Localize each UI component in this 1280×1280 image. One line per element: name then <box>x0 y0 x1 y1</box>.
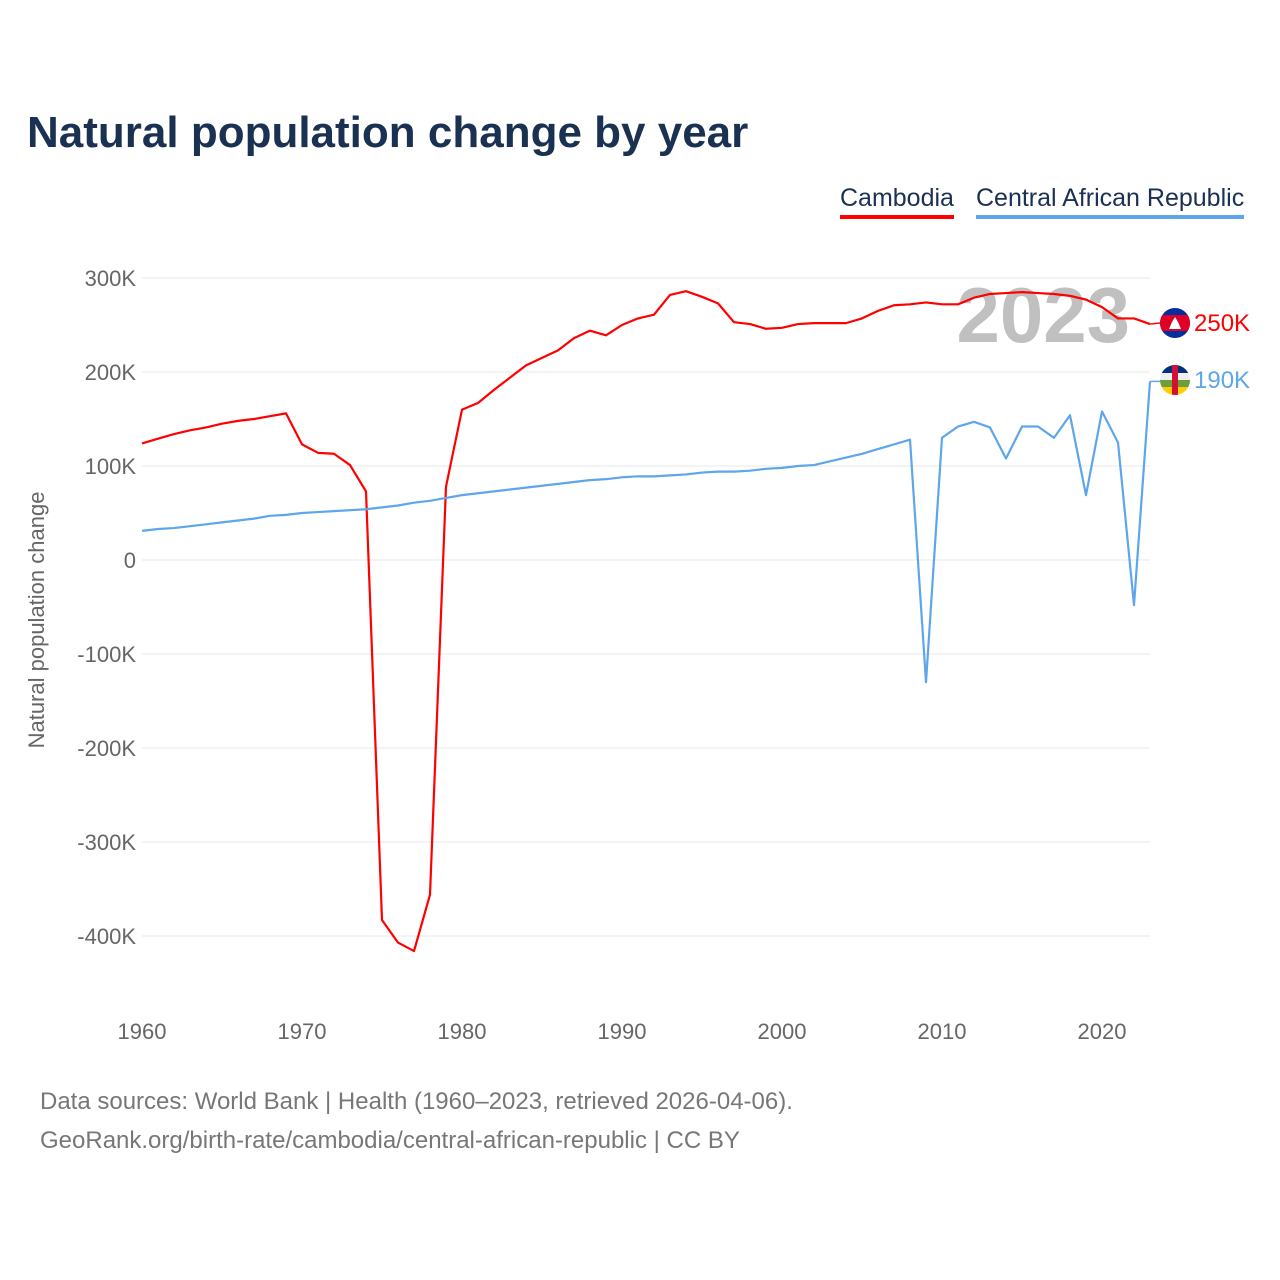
x-tick-label: 1970 <box>278 1019 327 1044</box>
year-watermark: 2023 <box>956 271 1130 359</box>
source-line-2[interactable]: GeoRank.org/birth-rate/cambodia/central-… <box>40 1127 740 1154</box>
y-tick-label: 100K <box>85 454 137 479</box>
y-axis-label: Natural population change <box>24 492 49 749</box>
y-tick-label: -200K <box>77 736 136 761</box>
source-line-1: Data sources: World Bank | Health (1960–… <box>40 1088 793 1115</box>
y-tick-label: 300K <box>85 266 137 291</box>
x-tick-label: 2000 <box>758 1019 807 1044</box>
chart-title: Natural population change by year <box>27 108 749 157</box>
x-tick-label: 2010 <box>918 1019 967 1044</box>
y-tick-label: -100K <box>77 642 136 667</box>
x-tick-label: 1980 <box>438 1019 487 1044</box>
car-end-label: 190K <box>1194 367 1250 394</box>
y-tick-label: 200K <box>85 360 137 385</box>
x-tick-label: 1990 <box>598 1019 647 1044</box>
cambodia-end-label: 250K <box>1194 310 1250 337</box>
central-african-republic-flag-icon <box>1160 365 1190 395</box>
x-tick-label: 1960 <box>118 1019 167 1044</box>
y-tick-label: 0 <box>124 548 136 573</box>
y-tick-label: -300K <box>77 830 136 855</box>
legend-cambodia[interactable]: Cambodia <box>840 184 954 219</box>
end-connector <box>1149 322 1161 325</box>
series-line-cambodia[interactable] <box>141 290 1151 953</box>
x-tick-label: 2020 <box>1078 1019 1127 1044</box>
cambodia-flag-icon <box>1160 308 1190 338</box>
y-tick-label: -400K <box>77 924 136 949</box>
legend-central-african-republic[interactable]: Central African Republic <box>976 184 1245 219</box>
series-line-central-african-republic[interactable] <box>141 381 1152 684</box>
